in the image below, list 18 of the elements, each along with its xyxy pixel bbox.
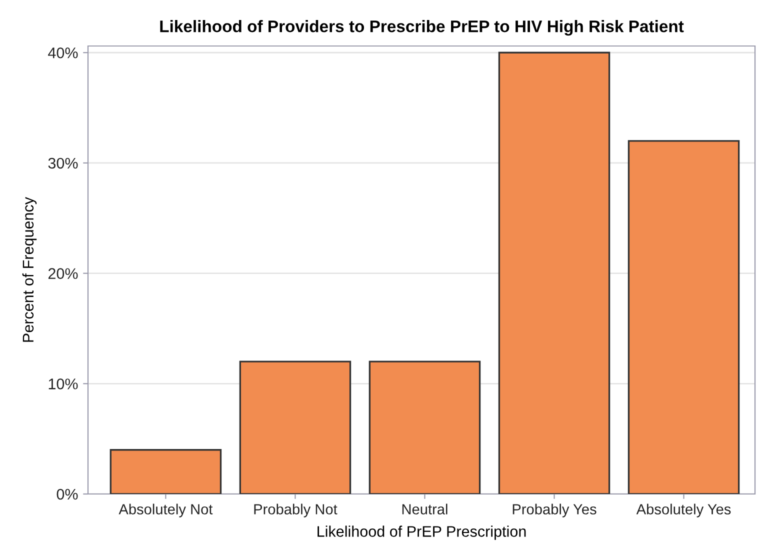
chart-title: Likelihood of Providers to Prescribe PrEP to HIV High Risk Patient [160,20,684,36]
x-tick-label: Absolutely Not [118,504,213,518]
x-tick-label: Neutral [402,504,448,514]
bar [239,360,352,494]
y-tick-label: 0% [56,488,78,500]
y-tick-label: 10% [48,378,78,390]
bar [498,52,610,494]
y-tick-label: 20% [48,268,78,279]
y-axis-title: Percent of Frequency [22,196,37,342]
bar [368,360,481,494]
y-tick-label: 30% [48,158,78,169]
x-tick-label: Absolutely Yes [636,504,731,518]
x-axis-title: Likelihood of PrEP Prescription [318,526,526,540]
y-tick-label: 40% [48,47,78,58]
x-tick-label: Probably Not [254,504,338,518]
bar [110,449,222,494]
x-tick-label: Probably Yes [512,504,596,518]
bar [628,140,740,494]
